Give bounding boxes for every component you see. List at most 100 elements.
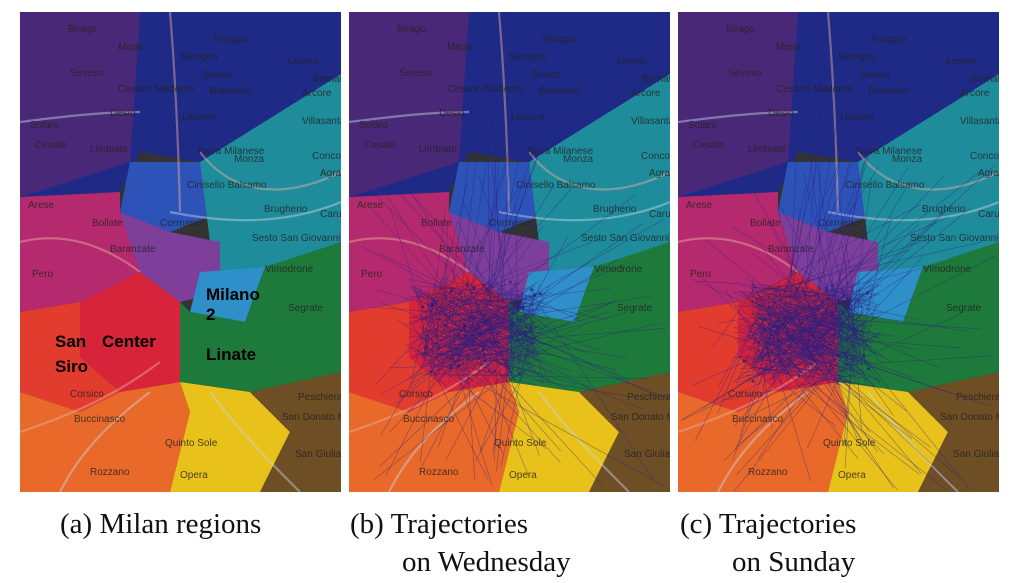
place-name-label: Seregno [509,52,547,63]
trajectory-segment [760,308,853,358]
trajectory-segment [748,322,843,340]
trajectory-segment [682,335,826,420]
region-label-milano: Milano [206,285,260,304]
trajectory-segment [836,221,937,312]
place-name-label: Triuggio [541,34,577,45]
place-name-label: San Giuliano Milanese [295,449,341,460]
trajectory-lines [361,74,669,488]
place-name-label: Agrate [978,168,999,179]
trajectory-point [836,298,840,302]
place-name-label: Agrate [649,168,670,179]
trajectory-segment [789,101,822,303]
trajectory-segment [484,290,544,325]
trajectory-segment [804,304,870,319]
road-line [169,200,341,222]
place-name-label: Bollate [421,218,452,229]
place-name-label: Carugate [320,209,341,220]
trajectory-segment [516,258,619,323]
trajectory-segment [487,74,490,303]
place-name-label: Cesano Maderno [776,84,853,95]
trajectory-segment [791,292,801,334]
trajectory-segment [802,291,863,386]
trajectory-segment [760,313,764,345]
milan-regions-map: Birago Meda Triuggio Seregno Sovico Lesmo Seve… [20,12,341,492]
trajectory-point [837,302,841,306]
trajectory-segment [419,327,474,382]
region-green [180,242,341,392]
trajectory-point [449,289,453,293]
trajectory-segment [833,354,868,363]
place-name-label: Solaro [30,120,59,131]
region-northwest-purple [678,12,798,197]
place-name-label: Segrate [946,303,981,314]
trajectory-point [458,354,462,358]
place-name-label: Cinisello Balsamo [187,180,267,191]
trajectory-segment [804,112,839,303]
trajectory-segment [786,167,909,362]
place-name-label: Buccinasco [74,414,126,425]
trajectory-segment [432,356,463,380]
trajectory-point [795,287,799,291]
trajectory-point [516,302,520,306]
trajectory-segment [692,346,779,386]
trajectory-point [778,292,782,296]
place-name-label: Corsico [70,389,104,400]
trajectory-segment [438,286,533,313]
trajectory-segment [748,204,920,299]
trajectory-segment [470,309,477,359]
trajectory-segment [733,339,862,359]
region-violet [778,212,878,302]
trajectory-point [834,306,838,310]
trajectory-segment [391,162,475,290]
trajectory-segment [792,114,874,303]
trajectory-segment [367,186,535,354]
trajectory-point [462,323,466,327]
place-name-label: Baranzate [768,244,814,255]
trajectory-segment [437,327,665,347]
place-name-label: Villasanta [302,116,341,127]
trajectory-point [490,327,494,331]
road-line [209,391,301,492]
road-line [867,391,959,492]
trajectory-point [825,286,829,290]
trajectory-segment [753,285,787,346]
trajectory-segment [488,117,551,303]
trajectory-point [768,322,772,326]
trajectory-segment [751,346,920,475]
place-name-label: Arcore [631,88,661,99]
place-name-label: Lissone [511,112,546,123]
trajectory-segment [445,363,633,398]
trajectory-point [763,327,767,331]
trajectory-segment [463,96,498,303]
trajectory-segment [751,287,847,291]
trajectory-point [429,370,433,374]
place-name-label: Concorezzo [312,151,341,162]
trajectory-segment [496,298,535,356]
trajectory-segment [389,208,421,301]
region-violet [449,212,549,302]
trajectory-segment [831,279,835,338]
sunday-trajectories-map: Birago Meda Triuggio Seregno Sovico Lesmo Seve… [678,12,999,492]
place-name-label: Lesmo [946,56,976,67]
place-name-label: Opera [509,470,537,481]
trajectory-point [508,280,512,284]
trajectory-segment [437,352,472,449]
trajectory-segment [376,289,510,328]
place-name-label: Lissone [840,112,875,123]
trajectory-segment [462,288,484,338]
trajectory-segment [511,333,525,370]
trajectory-segment [512,345,516,371]
trajectory-segment [855,345,862,428]
trajectory-segment [774,293,810,335]
trajectory-segment [819,286,823,290]
trajectory-segment [428,362,488,479]
trajectory-point [483,359,487,363]
trajectory-segment [530,315,534,331]
region-northwest-purple [20,12,140,197]
trajectory-segment [460,86,485,303]
place-name-label: Agrate [320,168,341,179]
trajectory-segment [779,309,813,383]
trajectory-segment [777,300,824,363]
trajectory-segment [379,360,493,467]
place-name-label: Bernate [971,74,999,85]
